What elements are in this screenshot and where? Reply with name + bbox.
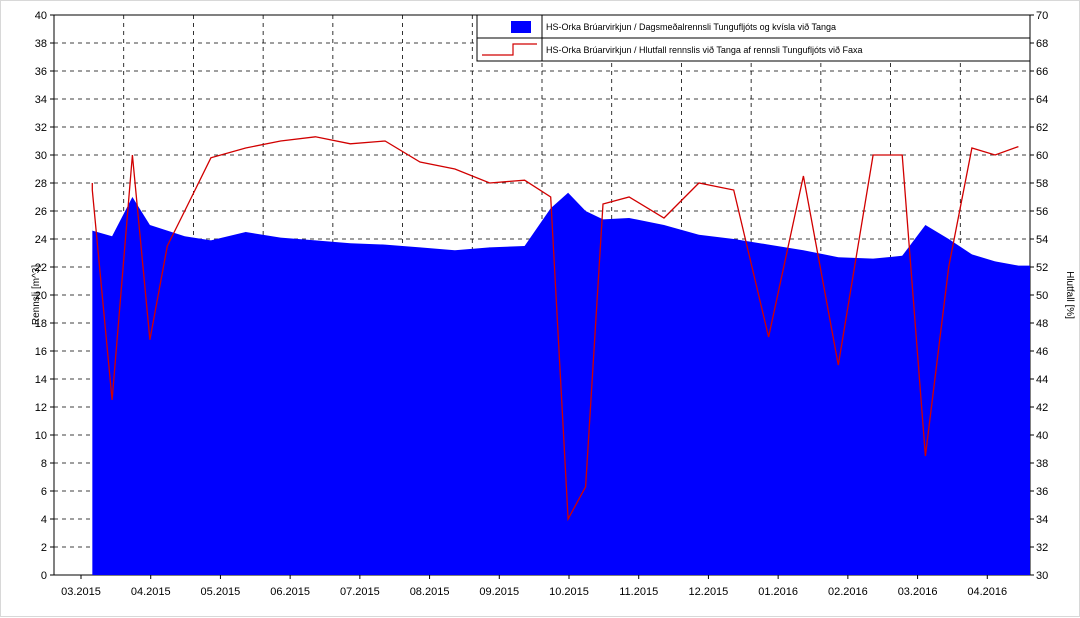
x-tick-label: 07.2015 — [340, 586, 380, 598]
x-tick-label: 03.2015 — [61, 586, 101, 598]
y-tick-label: 30 — [35, 150, 47, 162]
y-tick-label: 34 — [35, 94, 47, 106]
y2-tick-label: 70 — [1036, 10, 1048, 22]
y2-tick-label: 44 — [1036, 374, 1048, 386]
x-tick-label: 01.2016 — [758, 586, 798, 598]
y-tick-label: 16 — [35, 346, 47, 358]
x-tick-label: 12.2015 — [689, 586, 729, 598]
y2-tick-label: 50 — [1036, 290, 1048, 302]
y2-tick-label: 66 — [1036, 66, 1048, 78]
y2-tick-label: 30 — [1036, 570, 1048, 582]
y2-tick-label: 56 — [1036, 206, 1048, 218]
right-axis-ticks: 30 32 34 36 38 40 42 44 46 48 50 52 54 56 58 60 62 64 66 68… — [1030, 10, 1048, 582]
x-tick-label: 05.2015 — [201, 586, 241, 598]
y-tick-label: 36 — [35, 66, 47, 78]
y2-tick-label: 42 — [1036, 402, 1048, 414]
x-tick-label: 04.2016 — [967, 586, 1007, 598]
y-tick-label: 40 — [35, 10, 47, 22]
legend: HS-Orka Brúarvirkjun / Dagsmeðalrennsli … — [477, 15, 1030, 61]
y-tick-label: 26 — [35, 206, 47, 218]
y2-tick-label: 60 — [1036, 150, 1048, 162]
y-tick-label: 38 — [35, 38, 47, 50]
legend-label-flow: HS-Orka Brúarvirkjun / Dagsmeðalrennsli … — [546, 22, 836, 32]
x-tick-label: 08.2015 — [410, 586, 450, 598]
y2-axis-title: Hlutfall [%] — [1064, 271, 1075, 319]
x-axis-ticks: 03.2015 04.2015 05.2015 06.2015 07.2015 08.20… — [61, 575, 1007, 598]
y2-tick-label: 34 — [1036, 514, 1048, 526]
y2-tick-label: 62 — [1036, 122, 1048, 134]
y-tick-label: 10 — [35, 430, 47, 442]
y-tick-label: 8 — [41, 458, 47, 470]
x-tick-label: 03.2016 — [898, 586, 938, 598]
y-tick-label: 28 — [35, 178, 47, 190]
y2-tick-label: 64 — [1036, 94, 1048, 106]
x-tick-label: 10.2015 — [549, 586, 589, 598]
y2-tick-label: 58 — [1036, 178, 1048, 190]
y2-tick-label: 38 — [1036, 458, 1048, 470]
y2-tick-label: 36 — [1036, 486, 1048, 498]
x-tick-label: 02.2016 — [828, 586, 868, 598]
y-tick-label: 2 — [41, 542, 47, 554]
legend-label-ratio: HS-Orka Brúarvirkjun / Hlutfall rennslis… — [546, 45, 862, 55]
y2-tick-label: 40 — [1036, 430, 1048, 442]
y2-tick-label: 48 — [1036, 318, 1048, 330]
y2-tick-label: 68 — [1036, 38, 1048, 50]
x-tick-label: 09.2015 — [479, 586, 519, 598]
x-tick-label: 04.2015 — [131, 586, 171, 598]
x-tick-label: 06.2015 — [270, 586, 310, 598]
y-tick-label: 32 — [35, 122, 47, 134]
y2-tick-label: 32 — [1036, 542, 1048, 554]
y-tick-label: 14 — [35, 374, 47, 386]
y-tick-label: 0 — [41, 570, 47, 582]
x-tick-label: 11.2015 — [619, 586, 658, 598]
y2-tick-label: 52 — [1036, 262, 1048, 274]
y2-tick-label: 54 — [1036, 234, 1048, 246]
y-axis-title: Rennsli [m^3] — [31, 265, 42, 325]
y-tick-label: 4 — [41, 514, 47, 526]
y-tick-label: 24 — [35, 234, 47, 246]
y-tick-label: 6 — [41, 486, 47, 498]
y2-tick-label: 46 — [1036, 346, 1048, 358]
y-tick-label: 12 — [35, 402, 47, 414]
